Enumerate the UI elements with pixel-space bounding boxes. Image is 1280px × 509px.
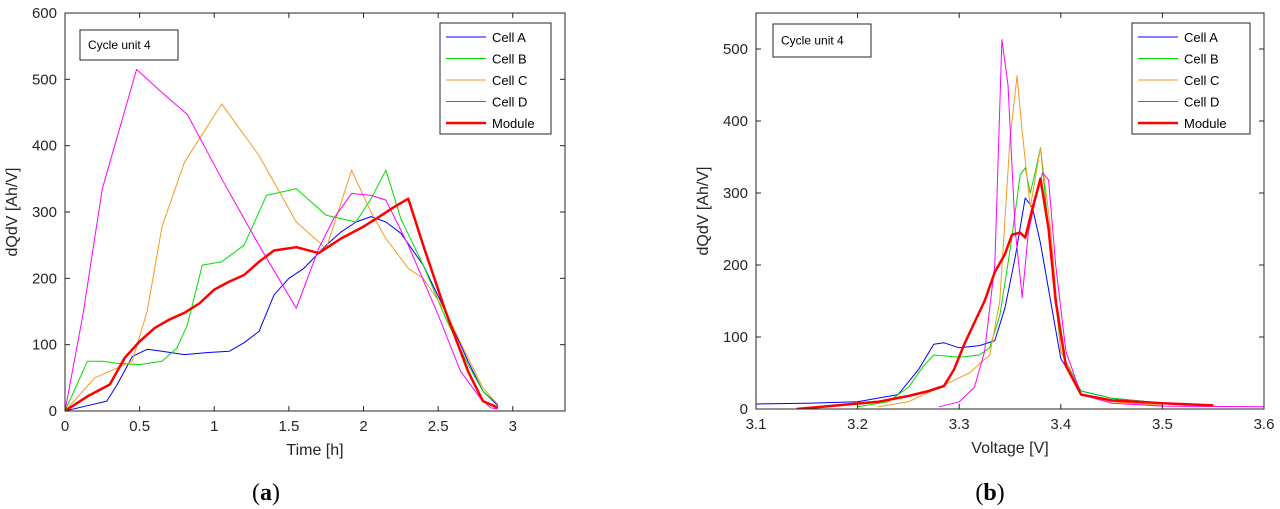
x-tick-label: 3.3 [949, 416, 970, 433]
x-tick-label: 0 [61, 418, 69, 435]
y-tick-label: 500 [32, 71, 57, 88]
y-tick-label: 200 [723, 257, 748, 274]
y-tick-label: 600 [32, 5, 57, 22]
x-tick-label: 3 [509, 418, 517, 435]
x-axis-label: Time [h] [286, 442, 343, 459]
x-tick-label: 3.1 [746, 416, 767, 433]
series-group [65, 68, 499, 411]
legend-entry: Cell A [1184, 30, 1218, 45]
series-line-cell-b [857, 147, 1214, 408]
legend-entry: Cell D [1184, 95, 1219, 110]
legend-entry: Module [492, 116, 535, 131]
annotation-box [79, 29, 179, 61]
legend-entry: Cell D [492, 95, 527, 110]
annotation-text: Cycle unit 4 [781, 34, 844, 48]
series-line-cell-d [65, 68, 498, 411]
y-tick-label: 500 [723, 41, 748, 58]
legend-entry: Cell B [492, 52, 527, 67]
series-group [756, 39, 1264, 409]
axes-box [755, 12, 1265, 410]
series-line-module [65, 197, 499, 411]
panel-label: (b) [975, 480, 1004, 506]
x-tick-label: 1.5 [278, 418, 299, 435]
x-axis-label: Voltage [V] [971, 440, 1048, 457]
series-line-cell-c [65, 103, 499, 411]
y-tick-label: 200 [32, 270, 57, 287]
x-tick-label: 2.5 [428, 418, 449, 435]
series-line-cell-a [65, 216, 499, 411]
y-tick-label: 300 [32, 204, 57, 221]
legend [439, 22, 552, 135]
annotation-box [772, 23, 872, 58]
x-tick-label: 3.2 [847, 416, 868, 433]
chart-b: 3.1 3.2 3.3 3.4 3.5 3.6 0 100 200 300 400 500 Voltag… [695, 12, 1275, 506]
y-tick-label: 0 [740, 401, 748, 418]
y-tick-label: 0 [49, 403, 57, 420]
legend-entry: Cell B [1184, 52, 1219, 67]
y-tick-label: 400 [723, 113, 748, 130]
x-tick-label: 3.6 [1254, 416, 1275, 433]
legend-entry: Cell A [492, 30, 526, 45]
legend-entry: Cell C [1184, 73, 1219, 88]
series-line-module [796, 177, 1214, 409]
annotation-text: Cycle unit 4 [88, 38, 151, 52]
x-tick-label: 3.4 [1050, 416, 1071, 433]
y-tick-label: 100 [32, 337, 57, 354]
y-tick-label: 300 [723, 185, 748, 202]
y-axis-label: dQdV [Ah/V] [4, 168, 21, 257]
legend-entry: Module [1184, 116, 1227, 131]
legend [1131, 22, 1251, 135]
y-axis-label: dQdV [Ah/V] [695, 167, 712, 256]
x-tick-label: 1 [210, 418, 218, 435]
legend-entry: Cell C [492, 73, 527, 88]
series-line-cell-b [65, 169, 499, 411]
y-tick-label: 400 [32, 138, 57, 155]
x-tick-label: 0.5 [129, 418, 150, 435]
x-tick-label: 3.5 [1152, 416, 1173, 433]
x-tick-label: 2 [359, 418, 367, 435]
panel-label: (a) [252, 480, 280, 506]
y-tick-label: 100 [723, 329, 748, 346]
chart-a: 0 0.5 1 1.5 2 2.5 3 0 100 200 300 400 500 600 Time [h]… [4, 5, 566, 506]
